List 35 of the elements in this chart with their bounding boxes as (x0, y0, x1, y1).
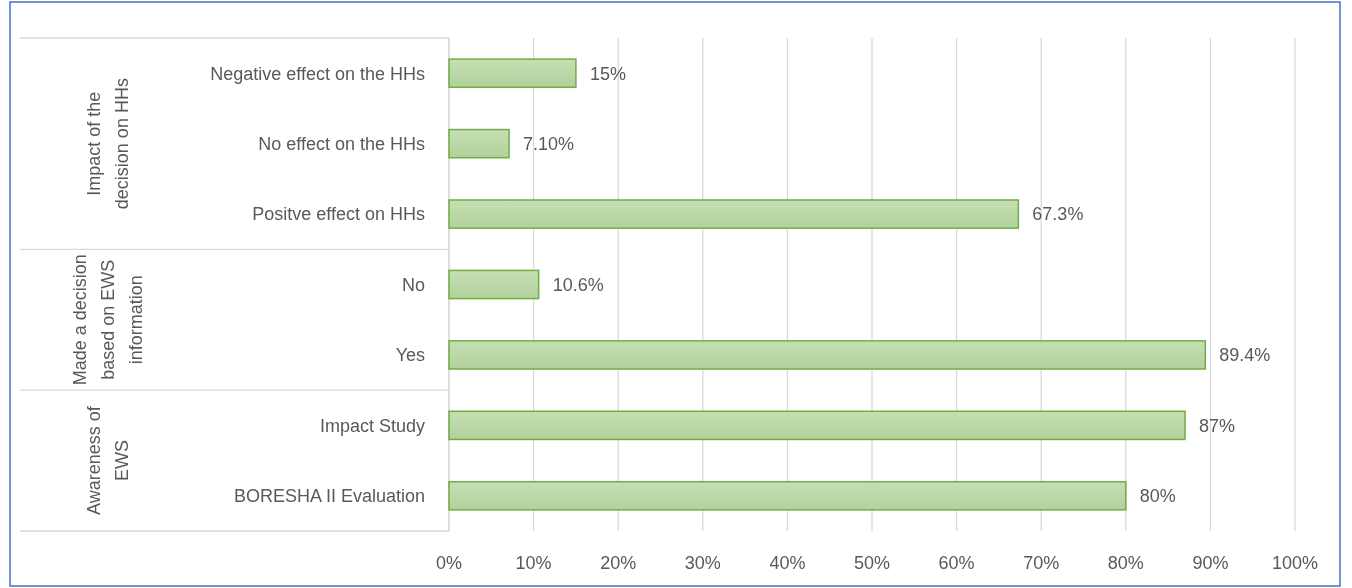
data-label: 10.6% (552, 274, 604, 295)
y-tick-label: No effect on the HHs (258, 133, 425, 154)
text: Made a decision based on EWS information (70, 254, 147, 386)
y-tick-label: Yes (395, 345, 425, 366)
x-tick-label: 40% (769, 553, 806, 573)
bar (448, 410, 1186, 441)
bar (448, 128, 510, 159)
bar (448, 199, 1020, 229)
y-tick-label: Impact Study (319, 415, 425, 436)
x-tick-label: 20% (600, 553, 637, 573)
x-tick-label: 60% (938, 553, 975, 573)
y-tick-label: BORESHA II Evaluation (233, 486, 425, 507)
x-tick-label: 30% (684, 553, 721, 573)
data-label: 89.4% (1219, 345, 1271, 366)
x-tick-label: 90% (1192, 553, 1229, 573)
x-tick-label: 0% (435, 553, 463, 573)
data-label: 15% (589, 63, 626, 84)
data-label: 80% (1139, 486, 1176, 507)
text: Awareness of EWS (84, 405, 133, 515)
x-tick-label: 10% (515, 553, 552, 573)
bar (448, 340, 1207, 370)
bar (448, 269, 540, 300)
y-tick-label: Positve effect on HHs (252, 204, 425, 225)
text: Impact of the decision on HHs (84, 78, 133, 210)
x-tick-label: 80% (1107, 553, 1144, 573)
bar (448, 58, 577, 89)
data-label: 87% (1199, 415, 1236, 436)
bar (448, 480, 1127, 511)
x-tick-label: 100% (1271, 553, 1319, 573)
x-tick-label: 50% (853, 553, 891, 573)
x-tick-label: 70% (1023, 553, 1060, 573)
data-label: 7.10% (523, 133, 575, 154)
y-tick-label: No (401, 274, 425, 295)
data-label: 67.3% (1032, 204, 1084, 225)
y-tick-label: Negative effect on the HHs (210, 63, 425, 84)
